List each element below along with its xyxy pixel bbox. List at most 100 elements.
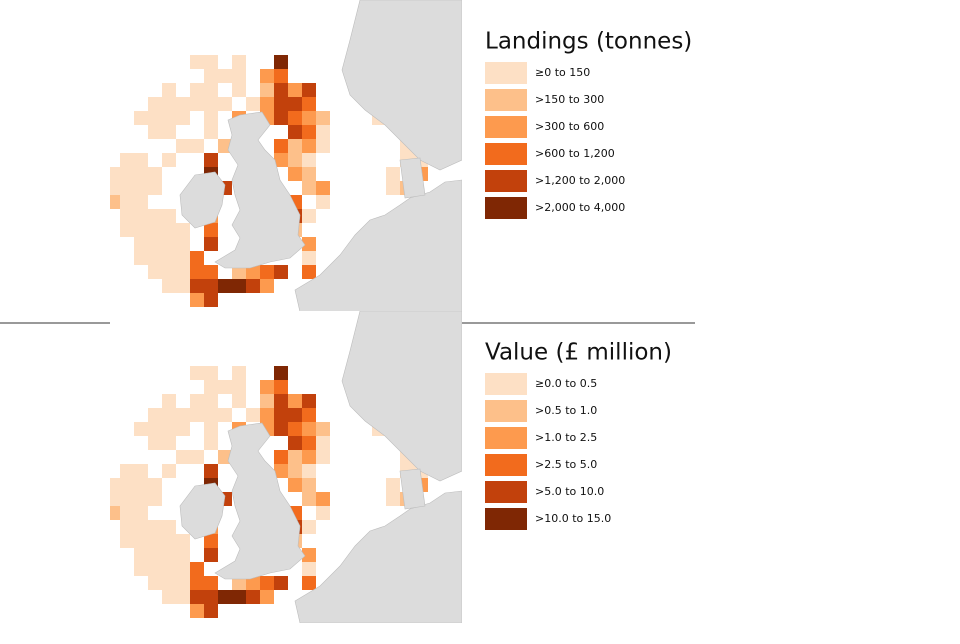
grid-cell [260,97,274,111]
grid-cell [260,380,274,394]
grid-cell [148,548,162,562]
grid-cell [260,576,274,590]
grid-cell [204,55,218,69]
grid-cell [110,195,120,209]
legend-swatch [485,143,527,165]
grid-cell [246,279,260,293]
grid-cell [190,366,204,380]
grid-cell [316,492,330,506]
grid-cell [274,55,288,69]
grid-cell [134,111,148,125]
legend-label: ≥0 to 150 [535,66,590,79]
grid-cell [162,125,176,139]
grid-cell [204,576,218,590]
grid-cell [190,265,204,279]
grid-cell [162,83,176,97]
grid-cell [110,478,120,492]
grid-cell [120,167,134,181]
grid-cell [302,478,316,492]
grid-cell [162,590,176,604]
grid-cell [260,265,274,279]
grid-cell [134,520,148,534]
grid-cell [204,408,218,422]
grid-cell [176,265,190,279]
grid-cell [190,408,204,422]
grid-cell [302,209,316,223]
grid-cell [274,450,288,464]
grid-cell [134,506,148,520]
grid-cell [148,520,162,534]
grid-cell [386,167,400,181]
legend-label: >1.0 to 2.5 [535,431,597,444]
grid-cell [148,436,162,450]
grid-cell [386,492,400,506]
grid-cell [110,167,120,181]
grid-cell [176,139,190,153]
grid-cell [190,394,204,408]
grid-cell [246,265,260,279]
grid-cell [120,153,134,167]
grid-cell [288,478,302,492]
grid-cell [302,265,316,279]
grid-cell [148,251,162,265]
grid-cell [176,279,190,293]
grid-cell [386,478,400,492]
grid-cell [110,492,120,506]
grid-cell [190,55,204,69]
grid-cell [176,111,190,125]
grid-cell [204,265,218,279]
grid-cell [274,380,288,394]
grid-cell [148,534,162,548]
grid-cell [204,293,218,307]
grid-cell [232,83,246,97]
grid-cell [120,209,134,223]
grid-cell [246,408,260,422]
grid-cell [302,492,316,506]
grid-cell [148,167,162,181]
grid-cell [134,195,148,209]
grid-cell [274,576,288,590]
legend-label: >600 to 1,200 [535,147,615,160]
land [399,157,426,199]
grid-cell [302,153,316,167]
grid-cell [274,139,288,153]
grid-cell [274,69,288,83]
grid-cell [204,534,218,548]
grid-cell [218,69,232,83]
grid-cell [162,209,176,223]
grid-cell [260,279,274,293]
grid-cell [134,153,148,167]
legend-swatch [485,481,527,503]
grid-cell [148,181,162,195]
grid-cell [162,265,176,279]
grid-cell [204,380,218,394]
land [294,179,462,312]
grid-cell [162,223,176,237]
legend-swatch [485,454,527,476]
grid-cell [162,422,176,436]
grid-cell [302,237,316,251]
grid-cell [302,251,316,265]
grid-cell [120,506,134,520]
legend-swatch [485,508,527,530]
grid-cell [134,492,148,506]
grid-cell [316,139,330,153]
grid-cell [190,83,204,97]
grid-cell [190,590,204,604]
grid-cell [288,97,302,111]
grid-cell [110,181,120,195]
grid-cell [148,111,162,125]
grid-cell [218,279,232,293]
grid-cell [274,394,288,408]
grid-cell [316,195,330,209]
grid-cell [190,251,204,265]
grid-cell [120,223,134,237]
grid-cell [204,153,218,167]
grid-cell [204,464,218,478]
legend-label: >1,200 to 2,000 [535,174,625,187]
grid-cell [316,422,330,436]
grid-cell [302,125,316,139]
grid-cell [288,83,302,97]
grid-cell [288,111,302,125]
grid-cell [176,251,190,265]
